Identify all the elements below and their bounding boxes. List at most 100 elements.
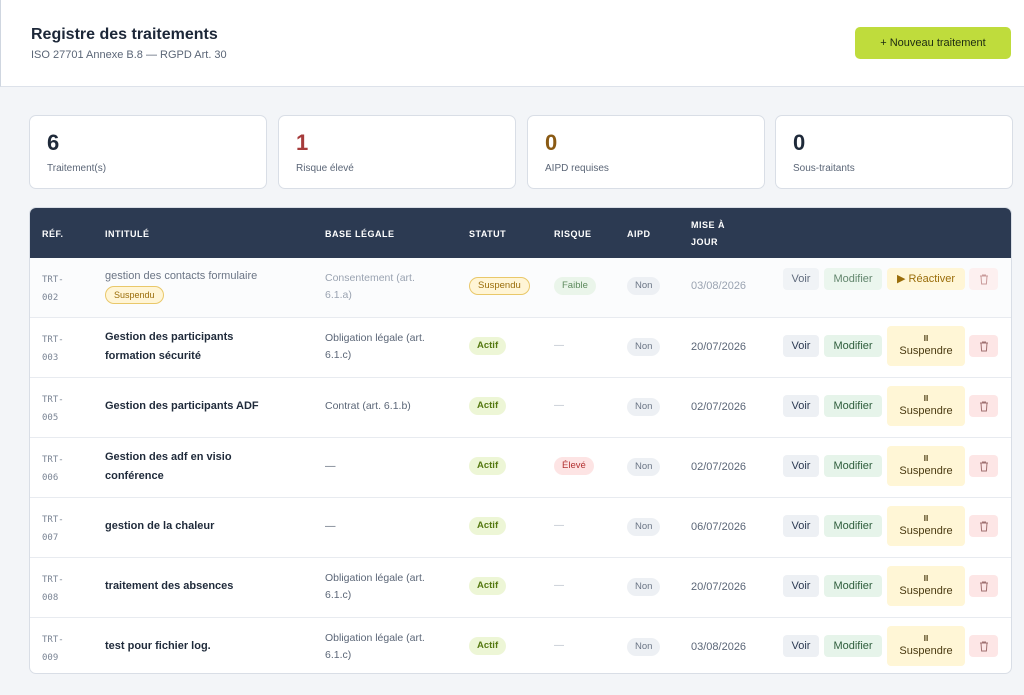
column-header-updated-line1: MISE À	[691, 220, 726, 230]
stat-value: 0	[545, 130, 558, 155]
aipd-badge: Non	[627, 518, 661, 536]
row-updated-date: 02/07/2026	[691, 461, 747, 473]
edit-button[interactable]: Modifier	[824, 395, 882, 417]
stat-value: 0	[793, 130, 806, 155]
row-ref: TRT- 007	[42, 515, 64, 543]
row-legal-basis: Obligation légale (art. 6.1.c)	[325, 572, 425, 601]
row-title: test pour fichier log.	[105, 640, 211, 652]
page-title: Registre des traitements	[31, 26, 218, 43]
suspend-button[interactable]: II Suspendre	[887, 566, 965, 606]
stat-card-subcontractors: 0 Sous-traitants	[775, 115, 1013, 189]
risk-badge: Élevé	[554, 457, 594, 475]
aipd-badge: Non	[627, 458, 661, 476]
table-row: TRT- 006 Gestion des adf en visio conféren…	[30, 438, 1011, 498]
row-ref: TRT- 005	[42, 395, 64, 423]
row-title: gestion des contacts formulaire	[105, 270, 258, 282]
row-title: traitement des absences	[105, 580, 234, 592]
column-header-legal-basis: BASE LÉGALE	[325, 229, 395, 239]
delete-button[interactable]	[969, 395, 998, 417]
delete-button[interactable]	[969, 575, 998, 597]
status-badge: Actif	[469, 517, 507, 535]
treatments-table: RÉF. INTITULÉ BASE LÉGALE STATUT RISQUE …	[29, 207, 1012, 674]
stat-card-high-risk: 1 Risque élevé	[278, 115, 516, 189]
risk-empty: —	[554, 340, 564, 351]
page-header: Registre des traitements ISO 27701 Annex…	[0, 0, 1024, 87]
row-updated-date: 06/07/2026	[691, 521, 747, 533]
row-legal-basis: Consentement (art. 6.1.a)	[325, 272, 415, 301]
status-badge: Actif	[469, 397, 507, 415]
stat-label: Sous-traitants	[793, 163, 855, 174]
row-title: Gestion des participants ADF	[105, 400, 259, 412]
row-ref: TRT- 002	[42, 275, 64, 303]
column-header-updated-line2: JOUR	[691, 237, 719, 247]
edit-button[interactable]: Modifier	[824, 335, 882, 357]
risk-badge: Faible	[554, 277, 596, 295]
suspend-button[interactable]: II Suspendre	[887, 446, 965, 486]
column-header-aipd: AIPD	[627, 229, 651, 239]
risk-empty: —	[554, 640, 564, 651]
risk-empty: —	[554, 520, 564, 531]
delete-button[interactable]	[969, 335, 998, 357]
table-row: TRT- 005 Gestion des participants ADF Con…	[30, 378, 1011, 438]
stat-card-treatments: 6 Traitement(s)	[29, 115, 267, 189]
row-updated-date: 02/07/2026	[691, 401, 747, 413]
delete-button[interactable]	[969, 515, 998, 537]
new-treatment-button[interactable]: + Nouveau traitement	[855, 27, 1011, 59]
suspend-button[interactable]: II Suspendre	[887, 326, 965, 366]
suspend-button[interactable]: II Suspendre	[887, 506, 965, 546]
trash-icon	[979, 581, 988, 592]
row-title: gestion de la chaleur	[105, 520, 215, 532]
view-button[interactable]: Voir	[783, 268, 819, 290]
stat-label: AIPD requises	[545, 163, 609, 174]
status-badge: Suspendu	[469, 277, 530, 295]
suspend-button[interactable]: II Suspendre	[887, 386, 965, 426]
stat-value: 6	[47, 130, 60, 155]
delete-button[interactable]	[969, 635, 998, 657]
table-row: TRT- 007 gestion de la chaleur — Actif — …	[30, 498, 1011, 558]
view-button[interactable]: Voir	[783, 335, 819, 357]
trash-icon	[979, 521, 988, 532]
edit-button[interactable]: Modifier	[824, 268, 882, 290]
row-updated-date: 20/07/2026	[691, 581, 747, 593]
edit-button[interactable]: Modifier	[824, 575, 882, 597]
edit-button[interactable]: Modifier	[824, 515, 882, 537]
view-button[interactable]: Voir	[783, 395, 819, 417]
delete-button[interactable]	[969, 455, 998, 477]
suspended-badge: Suspendu	[105, 286, 164, 304]
view-button[interactable]: Voir	[783, 635, 819, 657]
row-updated-date: 03/08/2026	[691, 280, 747, 292]
view-button[interactable]: Voir	[783, 575, 819, 597]
delete-button[interactable]	[969, 268, 998, 290]
row-ref: TRT- 006	[42, 455, 64, 483]
status-badge: Actif	[469, 637, 507, 655]
suspend-button[interactable]: II Suspendre	[887, 626, 965, 666]
row-title: Gestion des participants formation sécuri…	[105, 331, 234, 362]
edit-button[interactable]: Modifier	[824, 635, 882, 657]
trash-icon	[979, 641, 988, 652]
row-updated-date: 20/07/2026	[691, 341, 747, 353]
column-header-risk: RISQUE	[554, 229, 592, 239]
row-ref: TRT- 009	[42, 635, 64, 663]
aipd-badge: Non	[627, 638, 661, 656]
view-button[interactable]: Voir	[783, 455, 819, 477]
row-legal-basis: Contrat (art. 6.1.b)	[325, 400, 411, 412]
stat-label: Traitement(s)	[47, 163, 107, 174]
status-badge: Actif	[469, 337, 507, 355]
status-badge: Actif	[469, 577, 507, 595]
table-row: TRT- 003 Gestion des participants formatio…	[30, 318, 1011, 378]
trash-icon	[979, 461, 988, 472]
risk-empty: —	[554, 400, 564, 411]
status-badge: Actif	[469, 457, 507, 475]
trash-icon	[979, 341, 988, 352]
aipd-badge: Non	[627, 578, 661, 596]
edit-button[interactable]: Modifier	[824, 455, 882, 477]
reactivate-button[interactable]: ▶ Réactiver	[887, 268, 965, 290]
trash-icon	[979, 401, 988, 412]
row-legal-basis: —	[325, 460, 336, 472]
row-ref: TRT- 008	[42, 575, 64, 603]
table-row: TRT- 002 gestion des contacts formulaire …	[30, 258, 1011, 318]
stat-value: 1	[296, 130, 309, 155]
row-legal-basis: —	[325, 520, 336, 532]
column-header-ref: RÉF.	[42, 229, 64, 239]
view-button[interactable]: Voir	[783, 515, 819, 537]
